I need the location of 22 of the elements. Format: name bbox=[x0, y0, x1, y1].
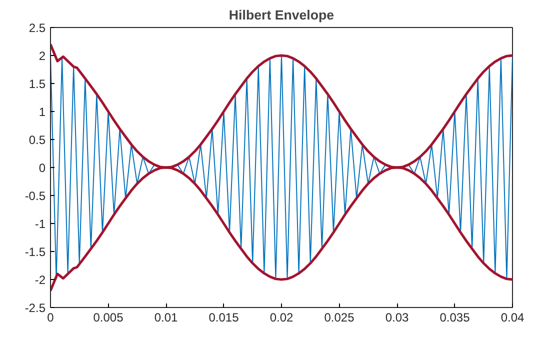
y-tick-label: -2.5 bbox=[24, 301, 46, 315]
y-tick-label: 2 bbox=[38, 49, 46, 63]
y-tick-label: -1.5 bbox=[24, 245, 46, 259]
y-tick-label: 0.5 bbox=[28, 133, 46, 147]
x-tick-label: 0.02 bbox=[270, 310, 294, 324]
x-tick-label: 0.015 bbox=[208, 310, 240, 324]
y-tick-label: -0.5 bbox=[24, 189, 46, 203]
y-tick-label: -2 bbox=[34, 273, 46, 287]
y-tick-label: 1 bbox=[38, 105, 46, 119]
x-tick-label: 0.035 bbox=[440, 310, 470, 324]
x-tick-label: 0.025 bbox=[324, 310, 355, 324]
y-tick-label: 1.5 bbox=[28, 77, 46, 91]
y-tick-label: 0 bbox=[38, 161, 46, 175]
x-tick-label: 0.04 bbox=[500, 310, 525, 324]
x-tick-label: 0.01 bbox=[154, 310, 178, 324]
x-tick-label: 0 bbox=[47, 310, 54, 324]
chart-title: Hilbert Envelope bbox=[228, 8, 334, 22]
y-tick-label: -1 bbox=[34, 217, 46, 231]
line-series bbox=[50, 55, 512, 280]
y-tick-label: 2.5 bbox=[28, 21, 46, 35]
x-tick-label: 0.03 bbox=[385, 310, 410, 324]
x-tick-label: 0.005 bbox=[93, 310, 124, 324]
